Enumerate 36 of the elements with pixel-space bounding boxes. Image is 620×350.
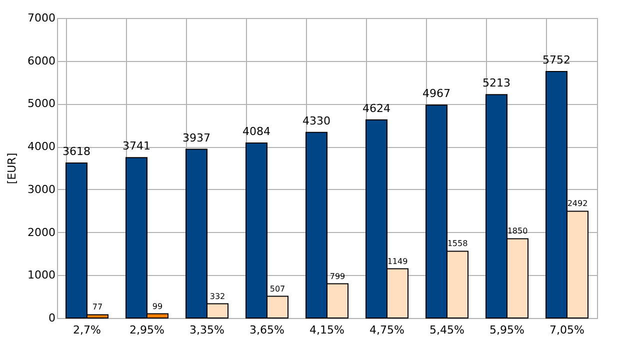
data-label: 1558: [447, 239, 468, 248]
data-label: 4330: [302, 114, 330, 128]
x-tick-label: 4,15%: [310, 324, 344, 336]
data-label: 5752: [542, 53, 570, 66]
data-label: 3618: [62, 144, 90, 158]
y-tick-label: 5000: [28, 97, 56, 110]
data-label: 4084: [242, 124, 270, 138]
x-tick-label: 2,95%: [130, 324, 164, 336]
y-tick-label: 4000: [28, 140, 56, 154]
data-label: 3937: [182, 131, 210, 144]
x-tick-label: 5,95%: [490, 324, 524, 336]
data-label: 1850: [507, 226, 528, 236]
y-tick-label: 3000: [28, 182, 56, 196]
data-label: 799: [330, 272, 346, 281]
data-label: 332: [210, 292, 226, 301]
data-label: 2492: [567, 199, 588, 208]
y-tick-label: 6000: [28, 54, 56, 68]
y-tick-label: 0: [48, 312, 56, 324]
data-label: 1149: [387, 256, 408, 266]
data-label: 99: [152, 302, 163, 311]
data-label: 3741: [122, 140, 150, 153]
x-tick-label: 7,05%: [550, 324, 584, 336]
data-label: 4967: [422, 87, 450, 100]
y-axis-title: [EUR]: [6, 152, 19, 184]
x-tick-label: 4,75%: [370, 324, 404, 336]
y-tick-label: 1000: [28, 268, 56, 282]
data-label: 507: [270, 284, 286, 294]
x-tick-label: 2,7%: [73, 324, 101, 336]
y-tick-label: 7000: [28, 12, 56, 24]
data-label: 5213: [482, 76, 510, 90]
x-tick-label: 3,65%: [250, 324, 284, 336]
y-tick-label: 2000: [28, 226, 56, 239]
data-label: 4624: [362, 102, 390, 115]
x-tick-label: 3,35%: [190, 324, 224, 336]
data-label: 77: [92, 302, 103, 312]
x-tick-label: 5,45%: [430, 324, 464, 336]
